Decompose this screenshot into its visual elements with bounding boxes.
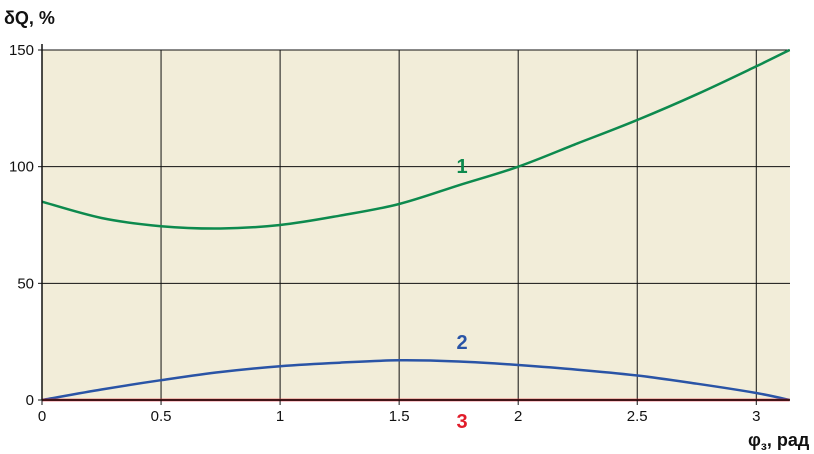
series-line-1 bbox=[41, 48, 791, 230]
y-tick-label: 50 bbox=[17, 275, 34, 292]
x-tick-label: 1 bbox=[276, 408, 284, 425]
series-line-2 bbox=[41, 359, 790, 402]
y-axis-title: δQ, % bbox=[4, 8, 55, 28]
curve-labels: 1 2 3 bbox=[456, 156, 467, 433]
x-tick-label: 2.5 bbox=[627, 408, 648, 425]
x-axis-symbol: φ bbox=[748, 430, 761, 450]
x-axis-unit: , рад bbox=[767, 430, 810, 450]
x-tick-label: 3 bbox=[752, 408, 760, 425]
x-tick-label: 1.5 bbox=[389, 408, 410, 425]
x-tick-label: 0 bbox=[38, 408, 46, 425]
curve-label-2: 2 bbox=[456, 332, 467, 354]
curve-label-1: 1 bbox=[456, 156, 467, 178]
x-tick-label: 2 bbox=[514, 408, 522, 425]
axes bbox=[38, 44, 790, 405]
tick-labels: 0 0.5 1 1.5 2 2.5 3 0 50 100 150 bbox=[9, 42, 760, 425]
curve-label-3: 3 bbox=[456, 411, 467, 433]
x-tick-label: 0.5 bbox=[151, 408, 172, 425]
y-tick-label: 150 bbox=[9, 42, 34, 59]
y-tick-label: 0 bbox=[26, 392, 34, 409]
x-axis-title: φз, рад bbox=[748, 430, 810, 453]
y-tick-label: 100 bbox=[9, 159, 34, 176]
x-axis-subscript: з bbox=[761, 439, 767, 453]
